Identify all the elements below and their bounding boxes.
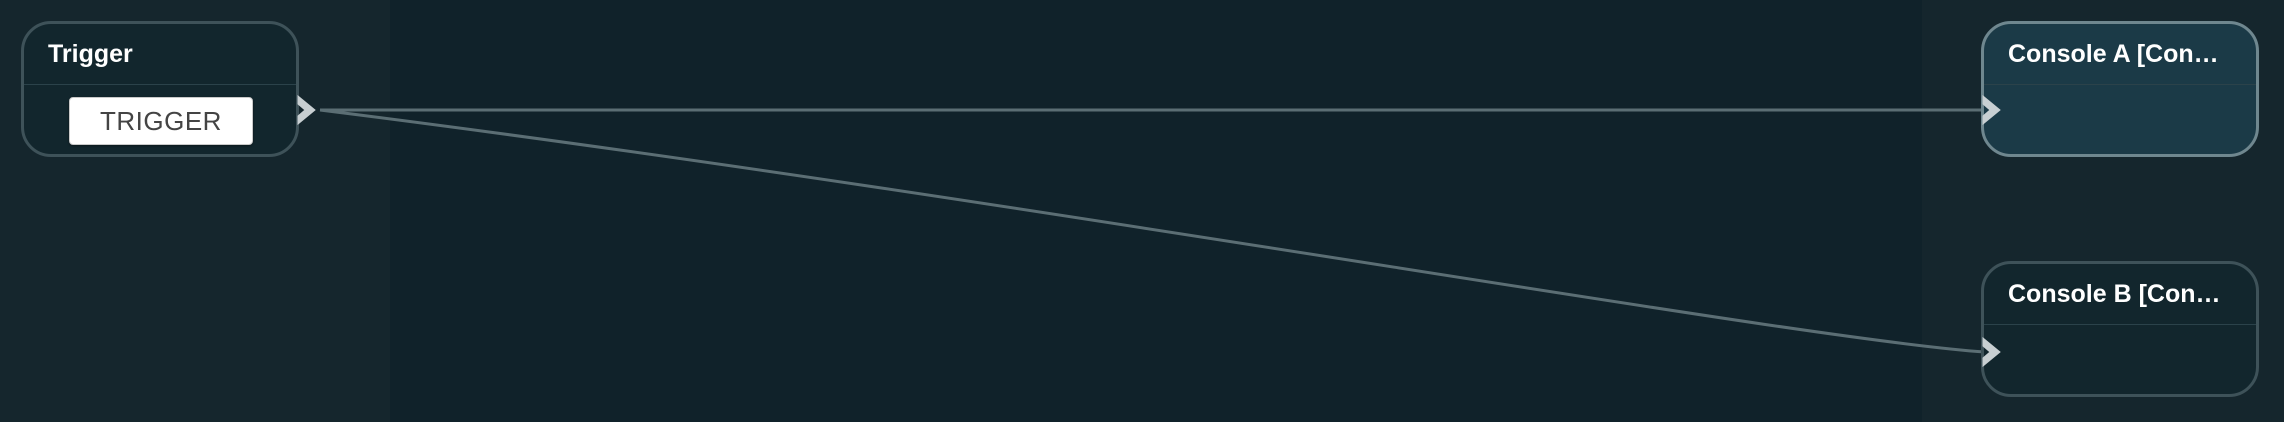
console-b-node-title: Console B [Con…	[1984, 264, 2256, 325]
trigger-node-title: Trigger	[24, 24, 296, 85]
console-b-input-port-icon[interactable]	[1982, 337, 2002, 367]
console-a-node-title: Console A [Con…	[1984, 24, 2256, 85]
trigger-output-port-icon[interactable]	[297, 95, 317, 125]
trigger-node[interactable]: Trigger TRIGGER	[21, 21, 299, 157]
wire-trigger-to-console-b[interactable]	[319, 108, 1986, 354]
console-a-input-port-icon[interactable]	[1982, 95, 2002, 125]
console-b-node[interactable]: Console B [Con…	[1981, 261, 2259, 397]
trigger-button[interactable]: TRIGGER	[69, 97, 253, 145]
console-a-node[interactable]: Console A [Con…	[1981, 21, 2259, 157]
